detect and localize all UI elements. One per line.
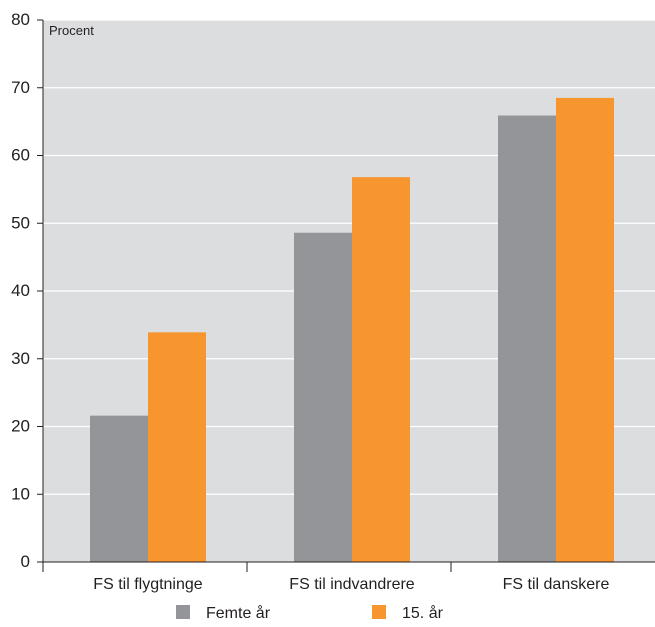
legend-label: 15. år <box>402 604 444 622</box>
bar-femte-aar-3 <box>498 115 556 562</box>
bars <box>90 97 614 563</box>
bar-femte-aar-1 <box>90 415 148 562</box>
y-tick-label: 20 <box>11 417 30 436</box>
y-tick-label: 0 <box>21 552 30 571</box>
x-category-label: FS til indvandrere <box>289 576 414 593</box>
bar-15-aar-1 <box>148 332 206 562</box>
x-category-label: FS til danskere <box>503 576 610 593</box>
y-tick-label: 60 <box>11 146 30 165</box>
legend-swatch <box>372 605 386 619</box>
y-tick-label: 80 <box>11 10 30 29</box>
legend-label: Femte år <box>206 604 271 622</box>
legend-swatch <box>176 605 190 619</box>
y-tick-label: 40 <box>11 281 30 300</box>
bar-15-aar-3 <box>556 97 614 562</box>
x-category-label: FS til flygtninge <box>93 576 202 593</box>
y-tick-label: 30 <box>11 349 30 368</box>
x-axis: FS til flygtninge FS til indvandrere FS ti… <box>42 561 655 593</box>
y-tick-label: 10 <box>11 484 30 503</box>
bar-15-aar-2 <box>352 177 410 562</box>
y-axis: 0 10 20 30 40 50 60 70 80 <box>11 10 44 571</box>
bar-femte-aar-2 <box>294 232 352 563</box>
unit-label: Procent <box>49 23 94 38</box>
y-tick-label: 70 <box>11 78 30 97</box>
y-tick-label: 50 <box>11 213 30 232</box>
legend: Femte år 15. år <box>176 604 444 622</box>
